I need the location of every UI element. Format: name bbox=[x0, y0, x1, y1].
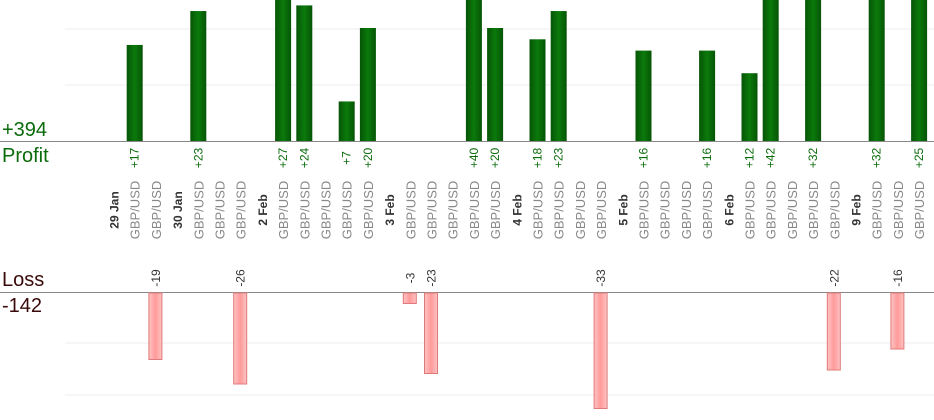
instrument-label-15: GBP/USD bbox=[531, 181, 546, 240]
profit-bar-8 bbox=[338, 101, 355, 141]
loss-bar-29 bbox=[890, 292, 905, 350]
profit-value-label-14: +20 bbox=[488, 147, 502, 168]
profit-value-label-13: +40 bbox=[467, 147, 481, 168]
date-label-1: 30 Jan bbox=[171, 191, 185, 228]
loss-bar-10 bbox=[402, 292, 417, 304]
loss-bar-11 bbox=[424, 292, 438, 374]
instrument-label-17: GBP/USD bbox=[573, 181, 588, 240]
profit-value-label-16: +23 bbox=[552, 147, 566, 168]
instrument-label-2: GBP/USD bbox=[191, 181, 206, 240]
instrument-label-27: GBP/USD bbox=[827, 181, 842, 240]
instrument-label-6: GBP/USD bbox=[297, 181, 312, 240]
instrument-label-22: GBP/USD bbox=[700, 181, 715, 240]
label-layer: 29 Jan 30 Jan 2 Feb 3 Feb 4 Feb 5 Feb 6 Feb 9 F… bbox=[108, 147, 928, 286]
instrument-label-1: GBP/USD bbox=[149, 181, 164, 240]
loss-label: Loss bbox=[2, 269, 45, 291]
instrument-label-5: GBP/USD bbox=[276, 181, 291, 240]
date-label-7: 9 Feb bbox=[850, 194, 864, 225]
profit-bar-23 bbox=[741, 73, 758, 141]
profit-bar-28 bbox=[868, 0, 885, 141]
profit-bar-15 bbox=[529, 39, 546, 141]
instrument-label-21: GBP/USD bbox=[679, 181, 694, 240]
instrument-label-25: GBP/USD bbox=[785, 181, 800, 240]
profit-value-label-26: +32 bbox=[806, 147, 820, 168]
instrument-label-19: GBP/USD bbox=[637, 181, 652, 240]
profit-value-label-22: +16 bbox=[700, 147, 714, 168]
profit-label: Profit bbox=[2, 145, 49, 167]
instrument-label-4: GBP/USD bbox=[234, 181, 249, 240]
profit-bar-9 bbox=[359, 28, 376, 141]
loss-bar-1 bbox=[148, 292, 163, 360]
profit-bar-24 bbox=[762, 0, 779, 141]
profit-bar-22 bbox=[699, 50, 716, 141]
instrument-label-29: GBP/USD bbox=[891, 181, 906, 240]
profit-bar-2 bbox=[190, 11, 207, 141]
profit-value-label-9: +20 bbox=[361, 147, 375, 168]
loss-value-label-4: -26 bbox=[234, 269, 248, 287]
instrument-label-8: GBP/USD bbox=[340, 181, 355, 240]
profit-value-label-23: +12 bbox=[743, 147, 757, 168]
profit-bar-14 bbox=[487, 28, 504, 141]
loss-value-label-29: -16 bbox=[891, 269, 905, 287]
instrument-label-20: GBP/USD bbox=[658, 181, 673, 240]
date-label-0: 29 Jan bbox=[108, 191, 122, 228]
instrument-label-7: GBP/USD bbox=[319, 181, 334, 240]
profit-total: +394 bbox=[2, 119, 48, 141]
profit-value-label-30: +25 bbox=[912, 147, 926, 168]
instrument-label-12: GBP/USD bbox=[446, 181, 461, 240]
profit-bar-16 bbox=[550, 11, 567, 141]
loss-value-label-10: -3 bbox=[403, 272, 417, 283]
date-label-2: 2 Feb bbox=[256, 194, 270, 225]
loss-value-label-18: -33 bbox=[594, 269, 608, 287]
profit-bar-13 bbox=[465, 0, 482, 141]
instrument-label-16: GBP/USD bbox=[552, 181, 567, 240]
profit-bar-0 bbox=[126, 44, 143, 142]
loss-bar-27 bbox=[826, 292, 841, 371]
profit-value-label-28: +32 bbox=[870, 147, 884, 168]
profit-bar-6 bbox=[296, 5, 313, 142]
date-label-5: 5 Feb bbox=[616, 194, 630, 225]
profit-value-label-15: +18 bbox=[531, 147, 545, 168]
profit-bar-26 bbox=[805, 0, 822, 141]
profit-value-label-24: +42 bbox=[764, 147, 778, 168]
instrument-label-13: GBP/USD bbox=[467, 181, 482, 240]
bar-layer bbox=[126, 0, 928, 409]
profit-value-label-5: +27 bbox=[276, 147, 290, 168]
instrument-label-9: GBP/USD bbox=[361, 181, 376, 240]
date-label-6: 6 Feb bbox=[722, 194, 736, 225]
instrument-label-10: GBP/USD bbox=[403, 181, 418, 240]
profit-bar-5 bbox=[275, 0, 292, 141]
instrument-label-26: GBP/USD bbox=[806, 181, 821, 240]
profit-value-label-8: +7 bbox=[340, 151, 354, 165]
profit-value-label-2: +23 bbox=[191, 147, 205, 168]
instrument-label-11: GBP/USD bbox=[425, 181, 440, 240]
instrument-label-3: GBP/USD bbox=[213, 181, 228, 240]
profit-bar-19 bbox=[635, 50, 652, 141]
date-label-4: 4 Feb bbox=[510, 194, 524, 225]
instrument-label-18: GBP/USD bbox=[594, 181, 609, 240]
loss-bar-4 bbox=[233, 292, 248, 385]
profit-value-label-0: +17 bbox=[128, 147, 142, 168]
loss-total: -142 bbox=[2, 295, 43, 317]
loss-value-label-11: -23 bbox=[425, 269, 439, 287]
profit-value-label-6: +24 bbox=[297, 147, 311, 168]
instrument-label-24: GBP/USD bbox=[764, 181, 779, 240]
date-label-3: 3 Feb bbox=[383, 194, 397, 225]
instrument-label-23: GBP/USD bbox=[743, 181, 758, 240]
instrument-label-0: GBP/USD bbox=[128, 181, 143, 240]
loss-value-label-1: -19 bbox=[149, 269, 163, 287]
instrument-label-14: GBP/USD bbox=[488, 181, 503, 240]
profit-value-label-19: +16 bbox=[637, 147, 651, 168]
loss-bar-18 bbox=[593, 292, 608, 409]
profit-bar-30 bbox=[911, 0, 928, 141]
loss-value-label-27: -22 bbox=[827, 269, 841, 287]
instrument-label-30: GBP/USD bbox=[912, 181, 927, 240]
instrument-label-28: GBP/USD bbox=[870, 181, 885, 240]
